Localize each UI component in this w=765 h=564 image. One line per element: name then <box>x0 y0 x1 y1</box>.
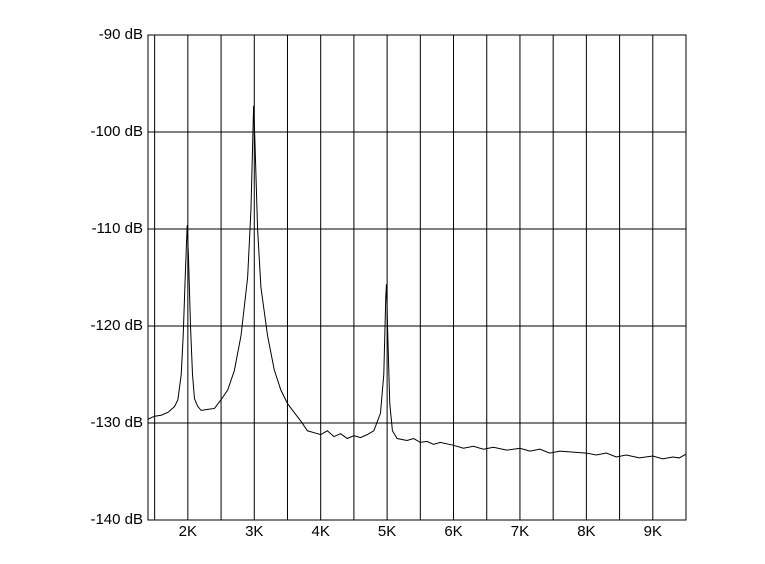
y-tick-label: -140 dB <box>90 511 143 528</box>
plot-frame <box>147 34 687 521</box>
y-tick-label: -100 dB <box>90 123 143 140</box>
x-tick-label: 7K <box>511 523 529 540</box>
x-tick-label: 6K <box>444 523 462 540</box>
y-tick-label: -120 dB <box>90 317 143 334</box>
y-tick-label: -110 dB <box>92 220 143 237</box>
x-tick-label: 9K <box>644 523 662 540</box>
x-tick-label: 5K <box>378 523 396 540</box>
series-line <box>147 105 687 460</box>
y-tick-label: -130 dB <box>90 414 143 431</box>
x-tick-label: 8K <box>577 523 595 540</box>
x-tick-label: 2K <box>179 523 197 540</box>
x-tick-label: 4K <box>312 523 330 540</box>
y-tick-label: -90 dB <box>99 26 143 43</box>
x-tick-label: 3K <box>245 523 263 540</box>
